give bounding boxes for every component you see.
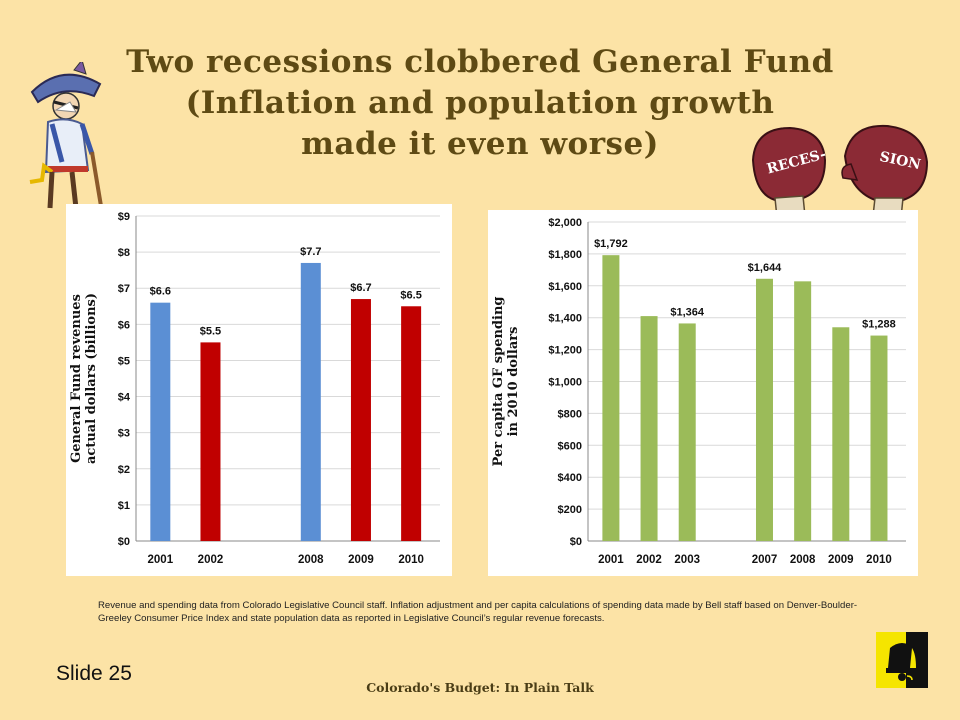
chart-background (66, 204, 452, 576)
y-tick-label: $2,000 (548, 217, 582, 229)
y-tick-label: $1,800 (548, 249, 582, 261)
bar (678, 323, 696, 541)
bar (870, 335, 888, 541)
bar (300, 262, 321, 541)
y-tick-label: $2 (118, 464, 130, 476)
y-tick-label: $9 (118, 211, 130, 223)
y-tick-label: $4 (118, 392, 131, 404)
data-label: $1,644 (748, 262, 783, 274)
y-tick-label: $200 (558, 504, 582, 516)
y-tick-label: $3 (118, 428, 130, 440)
y-tick-label: $5 (118, 355, 130, 367)
wounded-pirate-clipart (29, 62, 104, 216)
y-tick-label: $1,000 (548, 377, 582, 389)
data-label: $6.5 (400, 289, 421, 301)
x-tick-label: 2008 (790, 554, 816, 566)
chart-background (488, 210, 918, 576)
y-axis-label: General Fund revenues (69, 294, 84, 463)
y-tick-label: $0 (118, 536, 130, 548)
data-label: $5.5 (200, 325, 221, 337)
y-tick-label: $6 (118, 319, 130, 331)
data-label: $1,288 (862, 319, 896, 331)
bar (401, 306, 422, 541)
title-line-2: (Inflation and population growth (185, 85, 775, 121)
y-tick-label: $1,600 (548, 281, 582, 293)
y-tick-label: $0 (570, 536, 582, 548)
y-axis-label: Per capita GF spending (491, 297, 506, 467)
x-tick-label: 2007 (752, 554, 778, 566)
y-tick-label: $800 (558, 408, 582, 420)
data-label: $1,364 (670, 306, 705, 318)
bar (200, 342, 221, 541)
general-fund-revenue-chart: $0 $1 $2 $3 $4 $5 $6 $7 $8 $9 2001 $6.6 2002 $5.5 2008… (66, 204, 452, 576)
y-tick-label: $8 (118, 247, 130, 259)
data-label: $7.7 (300, 246, 321, 258)
x-tick-label: 2009 (348, 554, 374, 566)
y-tick-label: $7 (118, 283, 130, 295)
x-tick-label: 2009 (828, 554, 854, 566)
slide-title: Two recessions clobbered General Fund (I… (60, 42, 900, 165)
x-tick-label: 2010 (866, 554, 892, 566)
y-tick-label: $1,400 (548, 313, 582, 325)
data-label: $6.7 (350, 282, 371, 294)
y-axis-label: in 2010 dollars (506, 327, 521, 437)
x-tick-label: 2008 (298, 554, 324, 566)
data-label: $6.6 (150, 286, 171, 298)
y-axis-label: actual dollars (billions) (84, 293, 99, 464)
y-tick-label: $1 (118, 500, 130, 512)
footer-text: Colorado's Budget: In Plain Talk (366, 680, 594, 695)
source-footnote: Revenue and spending data from Colorado … (98, 600, 858, 624)
bar (640, 316, 658, 541)
x-tick-label: 2001 (148, 554, 174, 566)
title-line-1: Two recessions clobbered General Fund (126, 44, 834, 80)
slide-number: Slide 25 (56, 662, 132, 685)
x-tick-label: 2001 (598, 554, 624, 566)
bar (150, 302, 171, 541)
x-tick-label: 2010 (398, 554, 424, 566)
bar (602, 255, 620, 541)
x-tick-label: 2003 (674, 554, 700, 566)
x-tick-label: 2002 (198, 554, 224, 566)
x-tick-label: 2002 (636, 554, 662, 566)
y-tick-label: $1,200 (548, 345, 582, 357)
title-line-3: made it even worse) (301, 126, 659, 162)
data-label: $1,792 (594, 238, 628, 250)
bar (755, 278, 773, 541)
bar (794, 281, 812, 541)
y-tick-label: $600 (558, 440, 582, 452)
bar (832, 327, 850, 541)
per-capita-spending-chart: $0 $200 $400 $600 $800 $1,000 $1,200 $1,400 $1,6… (488, 210, 918, 576)
bar (350, 299, 371, 541)
bell-logo-icon (876, 632, 928, 688)
y-tick-label: $400 (558, 472, 582, 484)
